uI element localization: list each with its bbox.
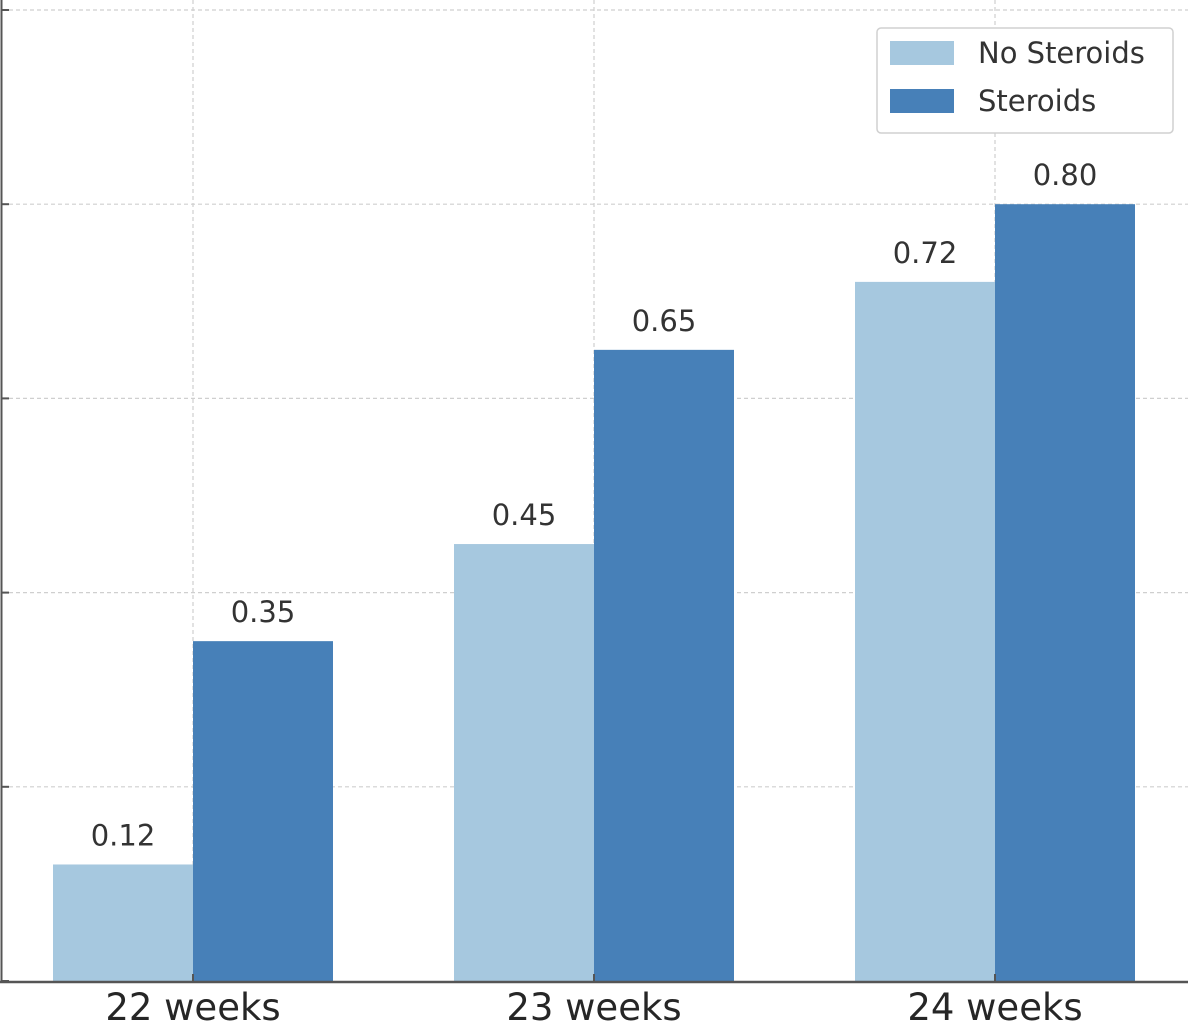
bars	[53, 204, 1135, 982]
bar-no-steroids-22-weeks	[53, 864, 193, 981]
x-tick-label-24-weeks: 24 weeks	[907, 986, 1082, 1026]
legend-swatch-steroids	[890, 89, 954, 113]
legend-label-steroids: Steroids	[978, 84, 1096, 118]
value-label-no-steroids-23-weeks: 0.45	[492, 498, 557, 532]
bar-steroids-23-weeks	[594, 349, 734, 982]
legend-swatch-no-steroids	[890, 41, 954, 65]
value-label-no-steroids-24-weeks: 0.72	[893, 236, 958, 270]
bar-steroids-22-weeks	[193, 641, 333, 981]
bar-no-steroids-23-weeks	[454, 544, 594, 981]
bar-no-steroids-24-weeks	[855, 281, 995, 981]
value-label-steroids-22-weeks: 0.35	[231, 595, 296, 629]
x-tick-label-23-weeks: 23 weeks	[506, 986, 681, 1026]
value-label-steroids-23-weeks: 0.65	[632, 304, 697, 338]
legend-label-no-steroids: No Steroids	[978, 36, 1145, 70]
bar-steroids-24-weeks	[995, 204, 1135, 981]
value-label-steroids-24-weeks: 0.80	[1033, 158, 1098, 192]
legend: No Steroids Steroids	[876, 27, 1174, 134]
value-labels: 0.12 0.35 0.45 0.65 0.72 0.80	[91, 158, 1098, 852]
value-label-no-steroids-22-weeks: 0.12	[91, 818, 156, 852]
x-tick-label-22-weeks: 22 weeks	[105, 986, 280, 1026]
